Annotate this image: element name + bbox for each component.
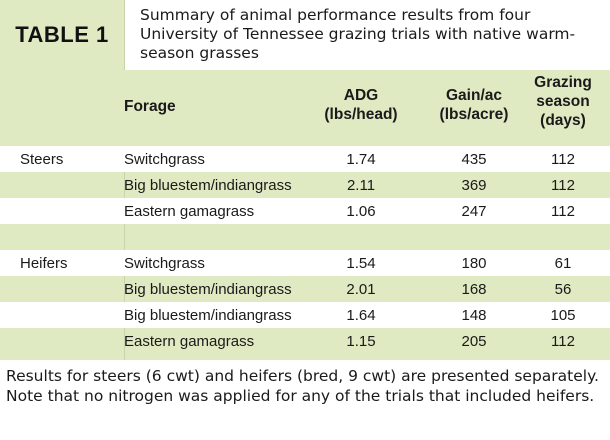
cell-gain: 435 (461, 151, 487, 168)
cell-season: 112 (551, 177, 575, 194)
table-row: Big bluestem/indiangrass 2.01 168 56 (0, 276, 610, 302)
table-row: Steers Switchgrass 1.74 435 112 (0, 146, 610, 172)
header-forage: Forage (124, 98, 176, 115)
table-row: Eastern gamagrass 1.15 205 112 (0, 328, 610, 354)
cell-adg: 2.11 (346, 177, 376, 194)
cell-adg: 2.01 (346, 281, 376, 298)
cell-gain: 180 (461, 255, 487, 272)
table-row: Heifers Switchgrass 1.54 180 61 (0, 250, 610, 276)
header-gain-line1: Gain/ac (446, 87, 502, 104)
cell-gain: 148 (461, 307, 487, 324)
cell-forage: Big bluestem/indiangrass (124, 307, 292, 324)
cell-forage: Switchgrass (124, 151, 205, 168)
cell-season: 112 (551, 333, 575, 350)
cell-adg: 1.64 (346, 307, 376, 324)
header-adg: ADG (lbs/head) (296, 86, 426, 124)
table-row: Big bluestem/indiangrass 1.64 148 105 (0, 302, 610, 328)
table-caption: Summary of animal performance results fr… (140, 6, 576, 62)
cell-season: 61 (554, 255, 572, 272)
cell-forage: Big bluestem/indiangrass (124, 177, 292, 194)
cell-gain: 369 (461, 177, 487, 194)
cell-season: 112 (551, 151, 575, 168)
header-grazing-season: Grazing season (days) (520, 73, 606, 130)
header-season-line1: Grazing (534, 74, 592, 91)
cell-adg: 1.06 (346, 203, 376, 220)
cell-group: Heifers (20, 255, 68, 272)
cell-gain: 247 (461, 203, 487, 220)
cell-gain: 205 (461, 333, 487, 350)
cell-adg: 1.54 (346, 255, 376, 272)
cell-forage: Eastern gamagrass (124, 203, 255, 220)
header-divider (124, 0, 125, 70)
table-row: Eastern gamagrass 1.06 247 112 (0, 198, 610, 224)
cell-forage: Eastern gamagrass (124, 333, 255, 350)
cell-season: 105 (550, 307, 576, 324)
header-season-line2: season (536, 93, 590, 110)
header-adg-line2: (lbs/head) (324, 106, 398, 123)
cell-forage: Big bluestem/indiangrass (124, 281, 292, 298)
table-number-label: TABLE 1 (0, 0, 124, 70)
table-row: Big bluestem/indiangrass 2.11 369 112 (0, 172, 610, 198)
data-table: Forage ADG (lbs/head) Gain/ac (lbs/acre)… (0, 70, 610, 360)
cell-season: 56 (554, 281, 572, 298)
header-gain: Gain/ac (lbs/acre) (424, 86, 524, 124)
table-row-spacer (0, 224, 610, 250)
cell-gain: 168 (461, 281, 487, 298)
table-header: TABLE 1 Summary of animal performance re… (0, 0, 610, 70)
cell-season: 112 (551, 203, 575, 220)
header-season-line3: (days) (540, 112, 586, 129)
table-footnote: Results for steers (6 cwt) and heifers (… (6, 367, 599, 405)
cell-adg: 1.15 (346, 333, 376, 350)
header-gain-line2: (lbs/acre) (439, 106, 509, 123)
cell-adg: 1.74 (346, 151, 376, 168)
cell-group: Steers (20, 151, 64, 168)
header-adg-line1: ADG (343, 87, 379, 104)
cell-forage: Switchgrass (124, 255, 205, 272)
column-headers: Forage ADG (lbs/head) Gain/ac (lbs/acre)… (0, 70, 610, 146)
